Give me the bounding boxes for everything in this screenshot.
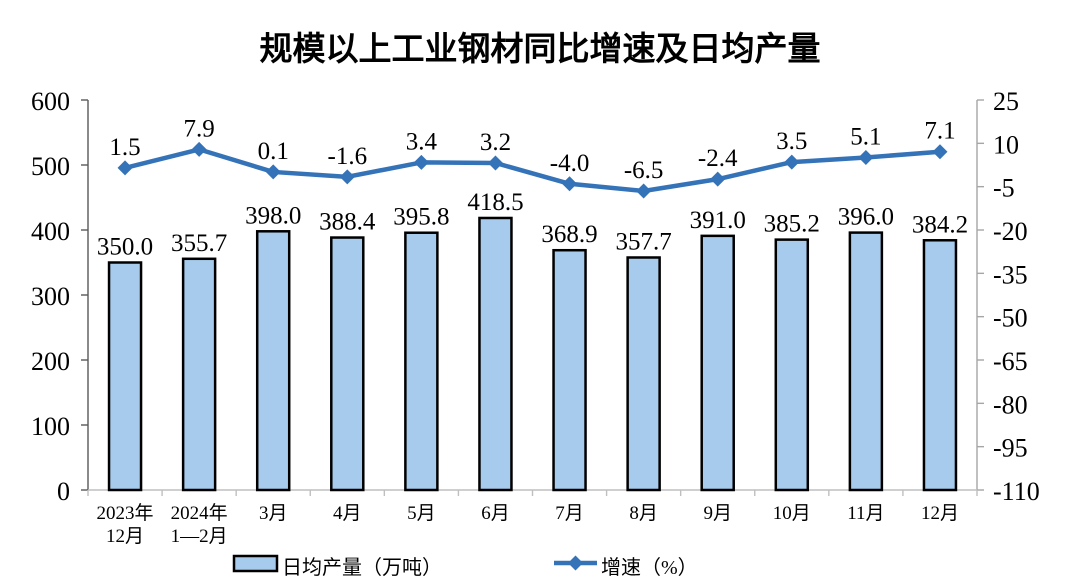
left-axis-tick-label: 100 xyxy=(31,412,70,441)
line-marker-icon xyxy=(636,183,652,199)
line-value-label: 0.1 xyxy=(258,138,289,165)
bar-value-label: 368.9 xyxy=(541,221,597,248)
line-marker-icon xyxy=(413,154,429,170)
line-value-label: 3.4 xyxy=(406,128,438,155)
x-axis-label: 12月 xyxy=(921,503,959,524)
line-marker-icon xyxy=(339,169,355,185)
x-axis-label: 6月 xyxy=(481,503,510,524)
right-axis-tick-label: -5 xyxy=(993,174,1015,203)
bar-value-label: 395.8 xyxy=(393,204,449,231)
line-value-label: 5.1 xyxy=(850,123,881,150)
legend-line-label: 增速（%） xyxy=(601,556,698,579)
x-axis-label: 1—2月 xyxy=(171,526,228,547)
bar-value-label: 385.2 xyxy=(764,211,820,238)
legend: 日均产量（万吨） 增速（%） xyxy=(232,554,698,579)
bar xyxy=(700,234,735,492)
bar xyxy=(255,230,291,492)
bar xyxy=(774,238,810,492)
legend-bar-label: 日均产量（万吨） xyxy=(282,556,442,579)
left-axis-tick-label: 400 xyxy=(31,217,70,246)
bar xyxy=(107,261,143,492)
bar-value-label: 355.7 xyxy=(171,230,227,257)
bar-value-label: 384.2 xyxy=(912,211,968,238)
line-marker-icon xyxy=(858,149,874,165)
left-axis-tick-label: 500 xyxy=(31,152,70,181)
line-value-label: -1.6 xyxy=(328,143,368,170)
chart-title: 规模以上工业钢材同比增速及日均产量 xyxy=(259,30,821,67)
right-axis-tick-label: -65 xyxy=(993,347,1028,376)
bar xyxy=(404,231,439,492)
x-axis-label: 2024年 xyxy=(171,502,228,524)
bar xyxy=(330,236,365,492)
line-marker-icon xyxy=(487,155,503,171)
x-axis-label: 11月 xyxy=(847,503,884,524)
right-axis-tick-label: -35 xyxy=(993,260,1028,289)
bar-value-label: 418.5 xyxy=(467,189,523,216)
right-axis-tick-label: 10 xyxy=(993,130,1019,159)
line-value-label: -4.0 xyxy=(550,150,590,177)
x-axis-label: 10月 xyxy=(773,503,811,524)
line-value-label: 1.5 xyxy=(109,134,140,161)
line-value-label: -6.5 xyxy=(624,157,664,184)
line-marker-icon xyxy=(784,154,800,170)
bar-value-label: 388.4 xyxy=(319,209,376,236)
line-value-label: 3.2 xyxy=(480,129,511,156)
line-marker-icon xyxy=(191,141,207,157)
x-axis-label: 9月 xyxy=(703,503,732,524)
legend-bar-swatch xyxy=(232,554,279,573)
right-axis-tick-label: -50 xyxy=(993,304,1028,333)
x-axis-label: 7月 xyxy=(555,503,584,524)
right-axis-tick-label: -110 xyxy=(993,477,1040,506)
line-marker-icon xyxy=(265,164,281,180)
bar-value-label: 357.7 xyxy=(616,228,672,255)
bar-value-label: 396.0 xyxy=(838,204,894,231)
legend-line-marker-icon xyxy=(568,555,583,571)
bar xyxy=(181,257,217,492)
bar-value-label: 398.0 xyxy=(245,202,301,229)
line-value-label: 3.5 xyxy=(776,128,807,155)
bar xyxy=(922,239,958,492)
line-marker-icon xyxy=(710,171,726,187)
x-axis-label: 5月 xyxy=(407,503,436,524)
line-marker-icon xyxy=(562,176,578,192)
left-axis-tick-label: 200 xyxy=(31,347,70,376)
right-axis-tick-label: -20 xyxy=(993,217,1028,246)
bar xyxy=(478,216,513,492)
line-value-label: -2.4 xyxy=(698,145,738,172)
growth-line xyxy=(122,147,943,194)
x-axis-label: 4月 xyxy=(333,503,362,524)
line-value-label: 7.9 xyxy=(184,115,215,142)
x-axis-label: 3月 xyxy=(259,503,288,524)
line-marker-icon xyxy=(117,160,133,176)
bar xyxy=(552,248,587,492)
bar-value-label: 350.0 xyxy=(97,234,153,261)
bar xyxy=(626,256,661,492)
line-value-label: 7.1 xyxy=(924,118,955,145)
left-axis-tick-label: 600 xyxy=(31,87,70,116)
bar xyxy=(848,231,884,492)
right-axis-tick-label: -80 xyxy=(993,390,1028,419)
right-axis-tick-label: 25 xyxy=(993,87,1019,116)
right-axis-tick-label: -95 xyxy=(993,434,1028,463)
bar-value-label: 391.0 xyxy=(690,207,746,234)
x-axis-label: 2023年 xyxy=(97,502,154,524)
x-axis-label: 8月 xyxy=(629,503,658,524)
left-axis-tick-label: 300 xyxy=(31,282,70,311)
left-axis-tick-label: 0 xyxy=(57,477,70,506)
x-axis-label: 12月 xyxy=(106,526,144,547)
line-marker-icon xyxy=(932,144,948,160)
